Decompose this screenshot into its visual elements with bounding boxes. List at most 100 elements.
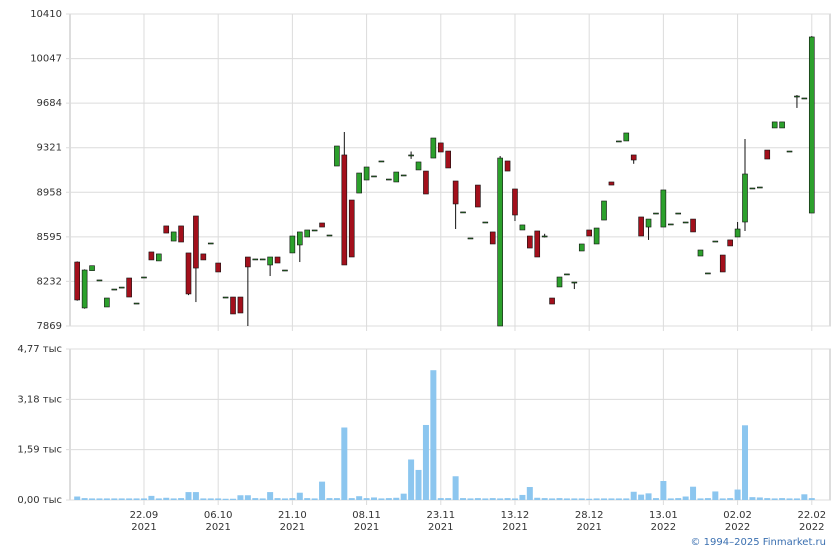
candle-body [534,230,541,258]
volume-bar [727,498,734,500]
candle-body [252,258,259,261]
y-tick-label: 8958 [37,187,62,198]
volume-bar [89,498,96,500]
volume-bar [207,498,214,500]
candle-body [749,187,756,190]
volume-bar [178,498,185,500]
candle-body [645,218,652,228]
candle-body [326,234,333,237]
y-tick-label: 10410 [30,9,62,20]
y-tick-label: 8595 [37,232,62,243]
x-tick-year: 2021 [205,522,230,533]
candle-body [690,218,696,233]
candle-body [638,216,644,237]
volume-bar [638,494,645,500]
volume-bar [74,496,81,500]
candle-body [378,160,385,163]
y-tick-label: 9321 [37,143,62,154]
x-tick-year: 2022 [799,522,824,533]
x-tick-label: 28.12 [575,510,604,521]
candle-body [104,297,110,308]
candle-body [564,273,570,276]
candle-body [786,150,793,153]
volume-bar [682,496,689,500]
candle-body [111,288,118,291]
volume-bar [793,498,800,500]
x-tick-year: 2021 [502,522,527,533]
candle-body [207,242,214,245]
candle-body [497,157,503,327]
x-tick-year: 2022 [725,522,750,533]
candle-body [282,269,288,272]
volume-bar [267,492,274,500]
volume-bar [749,497,756,500]
volume-bar [556,498,563,500]
y-tick-label: 1,59 тыс [17,445,62,456]
x-tick-label: 21.10 [278,510,307,521]
volume-bar [489,498,496,500]
volume-bar [511,498,518,500]
volume-bar [808,498,815,500]
candle-body [200,253,207,261]
y-tick-label: 8232 [37,276,62,287]
volume-bar [422,424,429,500]
candle-body [445,150,452,169]
candle-body [727,239,733,247]
candle-body [415,161,422,171]
candle-body [794,95,800,98]
x-tick-label: 22.02 [797,510,826,521]
y-tick-label: 4,77 тыс [17,344,62,355]
volume-bar [452,476,459,500]
candle-body [356,172,362,194]
candle-body [386,178,392,181]
volume-bar [371,497,377,500]
volume-bar [230,498,237,500]
volume-bar [467,498,474,500]
candle-body [764,149,771,160]
candle-body [779,121,785,129]
volume-bar [742,425,748,500]
volume-bar [118,498,125,500]
volume-bar [281,498,288,500]
candle-body [89,265,95,271]
candle-body [371,175,377,178]
volume-bar [534,497,541,500]
volume-bar [304,498,311,500]
volume-bar [445,498,452,500]
volume-bar [697,498,704,500]
candle-body [430,137,437,159]
x-tick-label: 08.11 [352,510,381,521]
volume-bar [712,491,719,500]
volume-bar [608,498,615,500]
candle-body [148,251,155,261]
candle-body [608,181,615,186]
candle-body [118,286,125,289]
volume-bar [333,498,340,500]
volume-bar [378,498,385,500]
candle-body [541,235,548,238]
candle-body [423,170,429,195]
candle-body [74,261,80,301]
volume-bar [504,498,511,500]
candle-body [504,160,511,172]
candle-body [237,296,244,314]
volume-bar [252,498,259,500]
credit-link[interactable]: © 1994–2025 Finmarket.ru [690,537,826,548]
candle-body [408,154,414,157]
candle-body [267,256,273,266]
volume-bar [237,495,244,500]
y-tick-label: 10047 [30,54,62,65]
candle-body [141,276,147,279]
volume-bar [341,427,348,500]
volume-bar [541,498,548,500]
volume-bar [601,498,608,500]
volume-bar [460,498,467,500]
candle-body [616,140,622,143]
volume-bar [430,370,437,500]
x-tick-year: 2021 [354,522,379,533]
candle-body [81,269,88,309]
candle-body [156,253,162,262]
candle-body [705,272,711,275]
